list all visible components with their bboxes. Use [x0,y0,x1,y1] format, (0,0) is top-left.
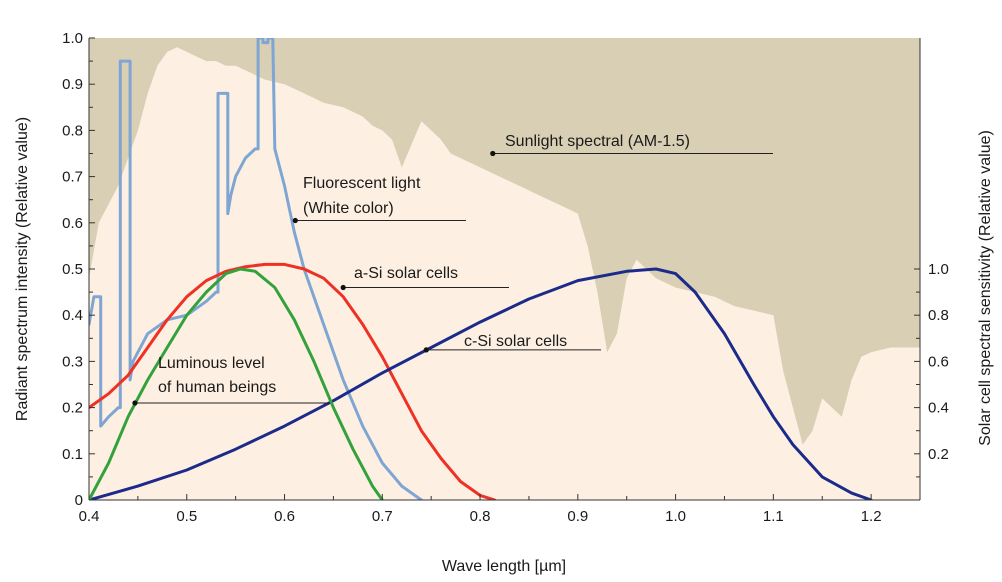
x-tick-label: 0.5 [176,508,197,525]
y-left-tick-label: 0.5 [62,261,83,278]
y-left-tick-label: 0 [75,492,83,509]
annotation-luminous-dot [132,400,138,406]
series-fluorescent-light-white-color-line [89,38,423,500]
annotation-luminous-label: Luminous level [158,355,265,372]
annotation-csi-dot [423,347,429,353]
annotation-csi-label: c-Si solar cells [464,333,567,350]
y-right-tick-label: 0.8 [928,307,949,324]
y-right-tick-label: 1.0 [928,261,949,278]
x-tick-label: 0.7 [372,508,393,525]
annotation-fluorescent-label: Fluorescent light [303,175,421,192]
x-tick-label: 1.1 [763,508,784,525]
annotation-fluorescent-label: (White color) [303,200,394,217]
annotation-sunlight-dot [490,150,496,157]
annotation-sunlight-label: Sunlight spectral (AM-1.5) [505,133,690,150]
x-tick-label: 0.4 [79,508,100,525]
y-left-tick-label: 0.7 [62,169,83,186]
y-left-tick-label: 0.4 [62,307,83,324]
x-tick-label: 0.9 [567,508,588,525]
y-left-tick-label: 0.1 [62,446,83,463]
y-left-tick-label: 0.3 [62,353,83,370]
annotation-asi-dot [340,284,346,291]
annotation-luminous-label: of human beings [158,379,276,396]
y-left-tick-label: 0.6 [62,215,83,232]
y-right-tick-label: 0.6 [928,353,949,370]
series-sunlight-spectral-am-1-5-area [89,38,920,445]
y-left-tick-label: 0.2 [62,400,83,417]
annotation-asi-label: a-Si solar cells [354,265,458,282]
annotation-fluorescent-dot [292,217,298,224]
series-c-si-solar-cells-line [89,267,873,500]
x-tick-label: 1.0 [665,508,686,525]
x-axis-title: Wave length [µm] [442,558,566,575]
y-right-tick-label: 0.4 [928,400,949,417]
series-luminous-level-of-human-beings-line [89,267,384,500]
y-right-tick-label: 0.2 [928,446,949,463]
y-left-tick-label: 1.0 [62,30,83,47]
y-axis-left-title: Radiant spectrum intensity (Relative val… [14,117,31,421]
x-tick-label: 0.6 [274,508,295,525]
x-tick-label: 0.8 [470,508,491,525]
y-left-tick-label: 0.9 [62,76,83,93]
series-a-si-solar-cells-line [89,262,497,500]
x-tick-label: 1.2 [861,508,882,525]
y-axis-right-title: Solar cell spectral sensitivity (Relativ… [977,130,994,446]
y-left-tick-label: 0.8 [62,122,83,139]
